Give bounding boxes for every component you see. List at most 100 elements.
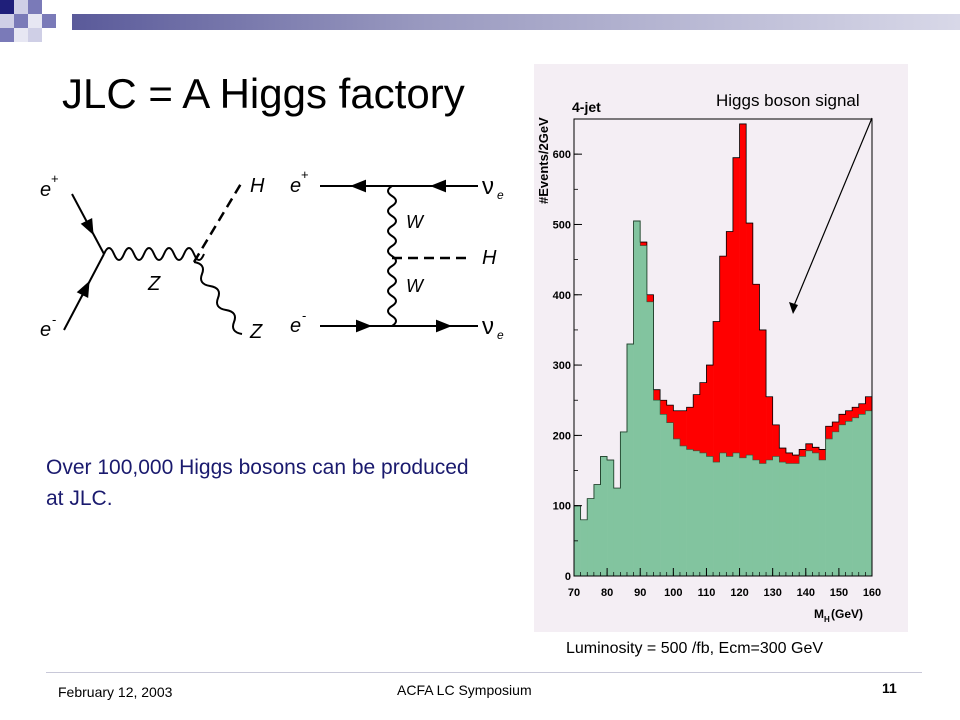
signal-bar <box>686 407 694 450</box>
plot-frame <box>573 118 873 577</box>
signal-bar <box>845 410 853 422</box>
signal-bar <box>666 405 674 423</box>
signal-bar <box>785 452 793 464</box>
background-bar <box>739 457 747 576</box>
background-bar <box>719 452 727 576</box>
signal-bar <box>673 410 681 439</box>
ww-nu-top-sub: e <box>497 188 504 202</box>
chart-title: 4-jet <box>572 99 601 115</box>
signal-bar <box>865 396 873 411</box>
background-bar <box>785 463 793 576</box>
slide-title: JLC = A Higgs factory <box>62 70 465 117</box>
background-bar <box>666 422 674 576</box>
ww-w1-label: W <box>406 212 425 232</box>
zh-eplus-sup: + <box>51 171 59 186</box>
x-tick-label: 90 <box>634 587 646 599</box>
footer-date: February 12, 2003 <box>58 684 173 700</box>
signal-bar <box>838 414 846 425</box>
page-number: 11 <box>882 680 897 696</box>
background-bar <box>732 452 740 576</box>
y-tick-label: 500 <box>553 219 571 231</box>
signal-bar <box>726 231 734 457</box>
signal-bar <box>732 157 740 453</box>
background-bar <box>713 462 720 576</box>
background-bar <box>626 343 634 576</box>
zh-z-mid-label: Z <box>147 273 161 295</box>
background-bar <box>660 414 668 576</box>
signal-bar <box>792 455 800 464</box>
signal-bar <box>752 284 760 460</box>
signal-bar <box>706 365 714 457</box>
higgs-mass-histogram: 0 100 200 300 400 500 600 70 80 90 100 110 120 130 140… <box>536 91 881 624</box>
signal-bar <box>858 403 866 415</box>
x-tick-label: 160 <box>863 587 881 599</box>
background-bar <box>746 455 754 576</box>
x-axis-label-unit: (GeV) <box>831 607 863 621</box>
zh-eminus-sup: - <box>52 312 56 327</box>
background-bar <box>865 410 873 576</box>
top-decoration-bar <box>72 14 960 30</box>
background-bar <box>726 456 734 576</box>
background-bar <box>779 462 787 576</box>
background-bar <box>852 417 860 576</box>
x-tick-label: 120 <box>730 587 748 599</box>
signal-bar <box>746 223 754 456</box>
signal-bar <box>759 329 767 464</box>
background-bar <box>812 452 820 576</box>
background-bar <box>752 459 760 576</box>
background-bar <box>699 452 707 576</box>
y-tick-label: 100 <box>553 501 571 513</box>
zh-feynman-diagram: e + e - Z H Z <box>40 171 265 343</box>
background-bar <box>580 519 588 576</box>
signal-bar <box>832 422 840 432</box>
signal-bar <box>779 448 787 463</box>
signal-bar <box>693 394 701 451</box>
annotation-arrow <box>792 117 873 309</box>
signal-bar <box>719 256 727 453</box>
background-bar <box>613 488 621 576</box>
x-tick-label: 130 <box>763 587 781 599</box>
y-tick-label: 400 <box>553 290 571 302</box>
ww-h-label: H <box>482 247 497 269</box>
ww-eminus-label: e <box>290 315 301 337</box>
footer-event-name: ACFA LC Symposium <box>397 682 532 698</box>
background-bar <box>772 456 780 576</box>
x-axis-label-main: M <box>814 607 824 621</box>
x-tick-label: 110 <box>698 587 716 599</box>
zh-eplus-label: e <box>40 179 51 201</box>
y-tick-label: 200 <box>553 430 571 442</box>
footer-divider <box>46 672 922 673</box>
background-bar <box>819 459 826 576</box>
x-tick-label: 100 <box>664 587 682 599</box>
background-bar <box>646 301 654 576</box>
signal-bar <box>825 426 833 439</box>
signal-bar <box>819 449 826 460</box>
zh-h-label: H <box>250 175 265 197</box>
y-tick-label: 300 <box>553 360 571 372</box>
background-bar <box>673 438 681 576</box>
background-bar <box>799 456 807 576</box>
background-bar <box>805 450 813 576</box>
x-axis-label: M H (GeV) <box>814 607 863 624</box>
signal-bar <box>739 123 747 458</box>
background-bar <box>838 424 846 576</box>
signal-bar <box>766 396 773 460</box>
annotation-arrowhead <box>789 302 798 314</box>
signal-bar <box>640 242 648 246</box>
signal-bar <box>646 294 654 302</box>
signal-annotation: Higgs boson signal <box>716 91 860 110</box>
background-bar <box>653 400 661 576</box>
signal-bar <box>805 443 813 451</box>
histogram-bars <box>573 123 873 577</box>
ww-w2-label: W <box>406 276 425 296</box>
signal-bar <box>852 407 860 418</box>
background-bar <box>620 431 628 576</box>
y-tick-label: 600 <box>553 149 571 161</box>
background-bar <box>686 449 694 576</box>
background-bar <box>600 456 608 576</box>
ww-nu-bot-label: ν <box>482 313 494 340</box>
x-tick-label: 80 <box>601 587 613 599</box>
ww-fusion-feynman-diagram: e + e - ν e ν e W W H <box>290 167 504 342</box>
ww-eplus-label: e <box>290 175 301 197</box>
signal-bar <box>699 382 707 453</box>
